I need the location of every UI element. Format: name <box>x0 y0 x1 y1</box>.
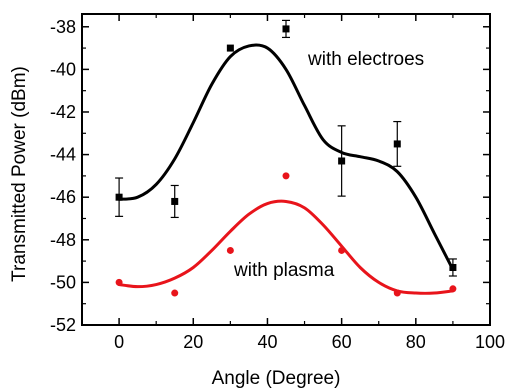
x-tick-label: 100 <box>475 332 505 352</box>
y-tick-label: -52 <box>50 315 76 335</box>
x-tick-label: 0 <box>114 332 124 352</box>
fit-curves <box>117 43 455 295</box>
y-axis-title: Transmitted Power (dBm) <box>9 66 30 282</box>
y-tick-label: -46 <box>50 187 76 207</box>
x-tick-label: 60 <box>332 332 352 352</box>
data-markers <box>115 25 457 297</box>
tick-labels: 0 20 40 60 80 100 -52 -50 -48 -46 -44 -42 -40 -38 <box>50 17 505 352</box>
data-point-with-plasma <box>393 289 401 297</box>
fit-curve-with-electroes <box>117 43 455 272</box>
series-label-with-plasma: with plasma <box>233 260 335 281</box>
data-point-with-plasma <box>449 285 457 293</box>
series-labels: with electroes with plasma <box>233 49 424 281</box>
data-point-with-electroes <box>338 157 346 165</box>
data-point-with-plasma <box>282 172 290 180</box>
data-point-with-electroes <box>449 263 457 271</box>
data-point-with-electroes <box>115 193 123 201</box>
axes <box>81 13 491 326</box>
y-tick-label: -38 <box>50 17 76 37</box>
y-tick-label: -42 <box>50 102 76 122</box>
x-tick-label: 80 <box>406 332 426 352</box>
data-point-with-electroes <box>393 140 401 148</box>
data-point-with-plasma <box>171 289 179 297</box>
x-tick-label: 40 <box>257 332 277 352</box>
y-tick-label: -48 <box>50 230 76 250</box>
x-axis-title: Angle (Degree) <box>212 368 341 389</box>
y-tick-label: -44 <box>50 145 76 165</box>
y-tick-label: -50 <box>50 272 76 292</box>
data-point-with-electroes <box>171 197 179 205</box>
x-tick-label: 20 <box>183 332 203 352</box>
plot-frame <box>81 13 491 326</box>
data-point-with-electroes <box>282 25 290 33</box>
data-point-with-plasma <box>338 246 346 254</box>
data-point-with-plasma <box>226 246 234 254</box>
series-label-with-electroes: with electroes <box>307 49 424 70</box>
y-tick-label: -40 <box>50 59 76 79</box>
data-point-with-electroes <box>226 44 234 52</box>
data-point-with-plasma <box>115 278 123 286</box>
